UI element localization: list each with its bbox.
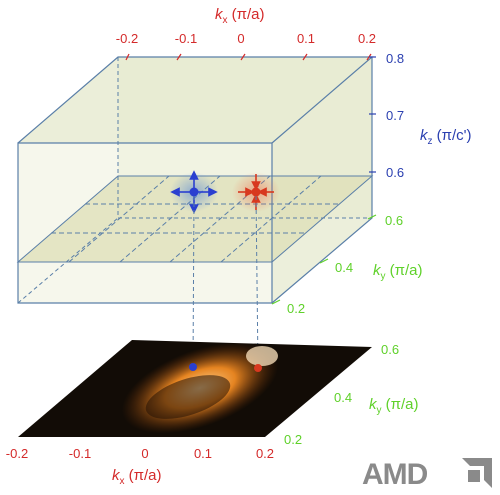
ky-axis-label: ky (π/a)	[369, 396, 419, 416]
red-projected-point	[254, 364, 262, 372]
amd-logo: AMD	[362, 458, 492, 491]
tick-mark	[367, 214, 377, 220]
tick-mark	[176, 53, 182, 61]
grid-line	[220, 175, 322, 263]
amd-arrow-icon	[462, 458, 492, 488]
tick-mark	[271, 299, 281, 305]
tick-mark	[240, 53, 246, 61]
kz-tick-label: 0.8	[386, 51, 404, 66]
blue-projection-line	[192, 195, 195, 367]
ky-tick-label: 0.4	[335, 260, 353, 275]
top-kx-ticks: -0.2 -0.1 0 0.1 0.2 kx (π/a)	[116, 6, 376, 61]
box-top-face	[18, 57, 372, 143]
grid-line	[68, 175, 170, 263]
kx-tick-label: 0.1	[194, 446, 212, 461]
kx-axis-label: kx (π/a)	[112, 467, 162, 487]
top-kz-ticks: 0.8 0.7 0.6 kz (π/c')	[369, 51, 472, 180]
kx-tick-label: -0.1	[69, 446, 91, 461]
ky-tick-label: 0.2	[287, 301, 305, 316]
kz-tick-label: 0.6	[386, 165, 404, 180]
box-right-edge	[271, 57, 373, 304]
arpes-intensity-inner	[145, 375, 231, 419]
kx-tick-label: -0.2	[116, 31, 138, 46]
bottom-ky-ticks: 0.6 0.4 0.2 ky (π/a)	[284, 342, 419, 447]
red-point	[251, 187, 261, 197]
kz-tick-label: 0.7	[386, 108, 404, 123]
red-projection-line	[255, 195, 259, 368]
ky-tick-label: 0.2	[284, 432, 302, 447]
kx-tick-label: 0	[141, 446, 148, 461]
arpes-intensity-highlight	[246, 346, 278, 366]
kx-tick-label: 0.2	[256, 446, 274, 461]
blue-projected-point	[189, 363, 197, 371]
tick-mark	[319, 258, 329, 264]
ky-tick-label: 0.4	[334, 390, 352, 405]
kx-axis-label: kx (π/a)	[215, 6, 265, 26]
grid-line	[169, 175, 271, 263]
kz-axis-label: kz (π/c')	[420, 127, 472, 147]
ky-tick-label: 0.6	[385, 213, 403, 228]
weyl-points	[170, 170, 280, 214]
grid-line	[119, 175, 221, 263]
amd-logo-text: AMD	[362, 458, 428, 491]
ky-axis-label: ky (π/a)	[373, 262, 423, 282]
kx-tick-label: -0.1	[175, 31, 197, 46]
ky-tick-label: 0.6	[381, 342, 399, 357]
kz-slice-plane	[18, 176, 372, 262]
kx-tick-label: -0.2	[6, 446, 28, 461]
kx-tick-label: 0	[237, 31, 244, 46]
tick-mark	[302, 53, 308, 61]
kx-tick-label: 0.1	[297, 31, 315, 46]
blue-point	[189, 187, 199, 197]
box-hidden-edge	[17, 217, 119, 304]
top-ky-ticks: 0.6 0.4 0.2 ky (π/a)	[271, 213, 423, 316]
tick-mark	[125, 53, 130, 61]
bottom-kx-ticks: -0.2 -0.1 0 0.1 0.2 kx (π/a)	[6, 446, 274, 487]
arpes-map	[18, 340, 372, 437]
box-top-edge	[17, 56, 374, 144]
kx-tick-label: 0.2	[358, 31, 376, 46]
